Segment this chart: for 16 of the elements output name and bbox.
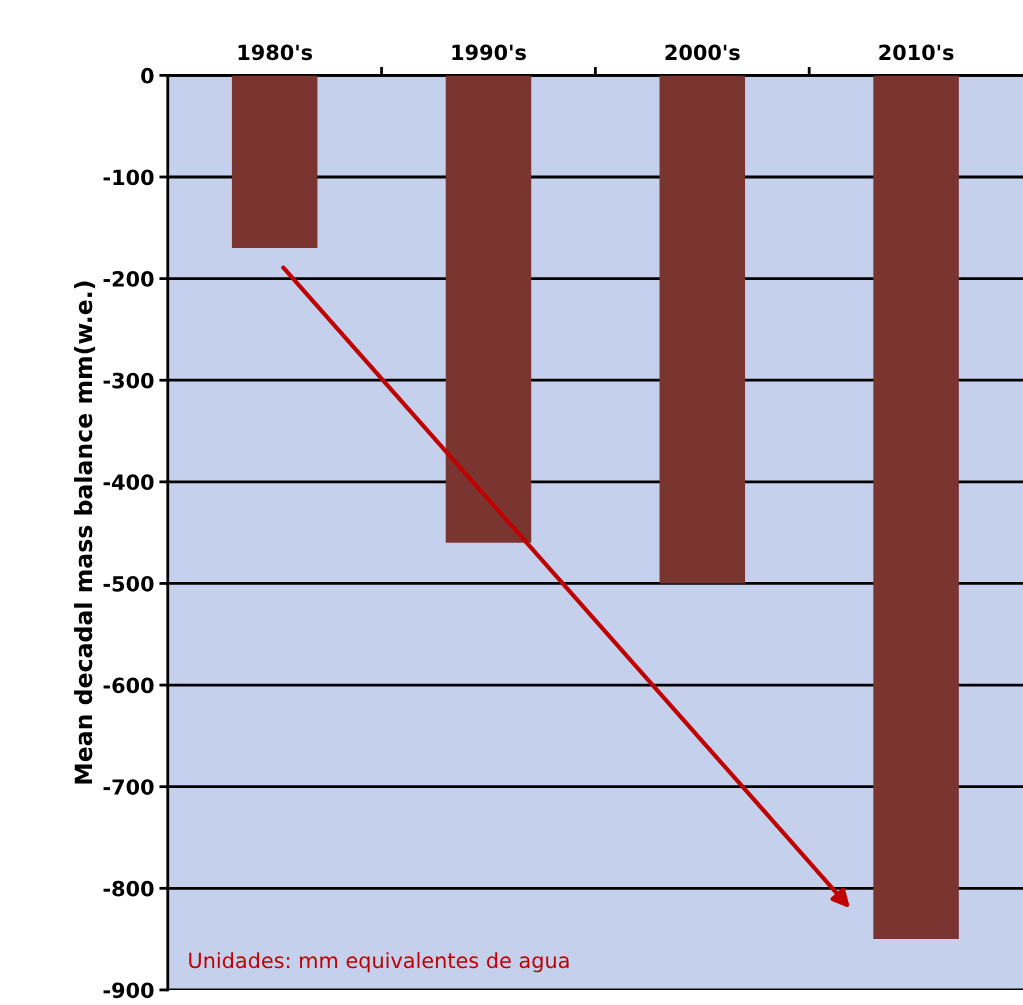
annotation: Unidades: mm equivalentes de agua bbox=[189, 952, 569, 973]
x-tick-label: 2010's bbox=[879, 44, 954, 61]
y-tick-label: -800 bbox=[103, 880, 154, 897]
y-tick-label: -500 bbox=[103, 575, 154, 592]
y-tick-label: -600 bbox=[103, 677, 154, 694]
x-tick-label: 1980's bbox=[238, 44, 313, 61]
y-tick-label: -400 bbox=[103, 474, 154, 491]
y-tick-label: 0 bbox=[141, 67, 154, 84]
y-tick-label: -700 bbox=[103, 779, 154, 795]
y-axis-title: Mean decadal mass balance mm(w.e.) bbox=[74, 281, 96, 784]
y-tick-label: -300 bbox=[103, 372, 154, 389]
y-tick-label: -200 bbox=[103, 271, 154, 287]
y-tick-label: -100 bbox=[103, 169, 154, 186]
y-tick-label: -900 bbox=[103, 982, 154, 999]
x-tick-label: 1990's bbox=[452, 44, 526, 61]
x-tick-label: 2000's bbox=[665, 44, 740, 61]
